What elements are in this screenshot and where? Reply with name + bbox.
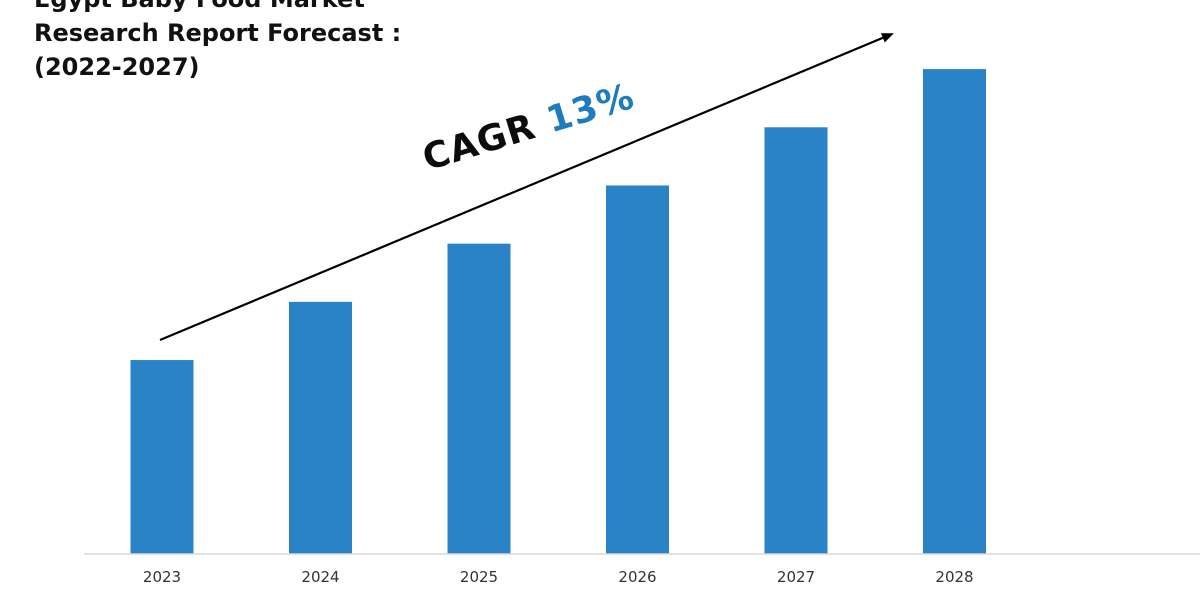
x-tick-label-2028: 2028 — [935, 568, 973, 586]
title-line-1: Egypt Baby Food Market — [34, 0, 401, 16]
x-tick-label-2023: 2023 — [143, 568, 181, 586]
x-tick-label-2026: 2026 — [618, 568, 656, 586]
chart-title: Egypt Baby Food Market Research Report F… — [34, 0, 401, 84]
bar-2027 — [764, 127, 828, 554]
bar-2025 — [447, 243, 511, 554]
x-tick-label-2024: 2024 — [301, 568, 339, 586]
bar-2026 — [606, 185, 669, 555]
x-tick-label-2025: 2025 — [460, 568, 498, 586]
bar-2028 — [923, 69, 986, 555]
title-line-3: (2022-2027) — [34, 53, 200, 81]
trend-arrow — [159, 32, 894, 342]
x-tick-label-2027: 2027 — [777, 568, 815, 586]
x-tick-labels: 2023 2024 2025 2026 2027 2028 — [143, 568, 974, 586]
bar-2024 — [289, 301, 352, 554]
bar-2023 — [130, 360, 194, 554]
bars-group — [130, 69, 986, 555]
title-line-2: Research Report Forecast : — [34, 19, 402, 47]
